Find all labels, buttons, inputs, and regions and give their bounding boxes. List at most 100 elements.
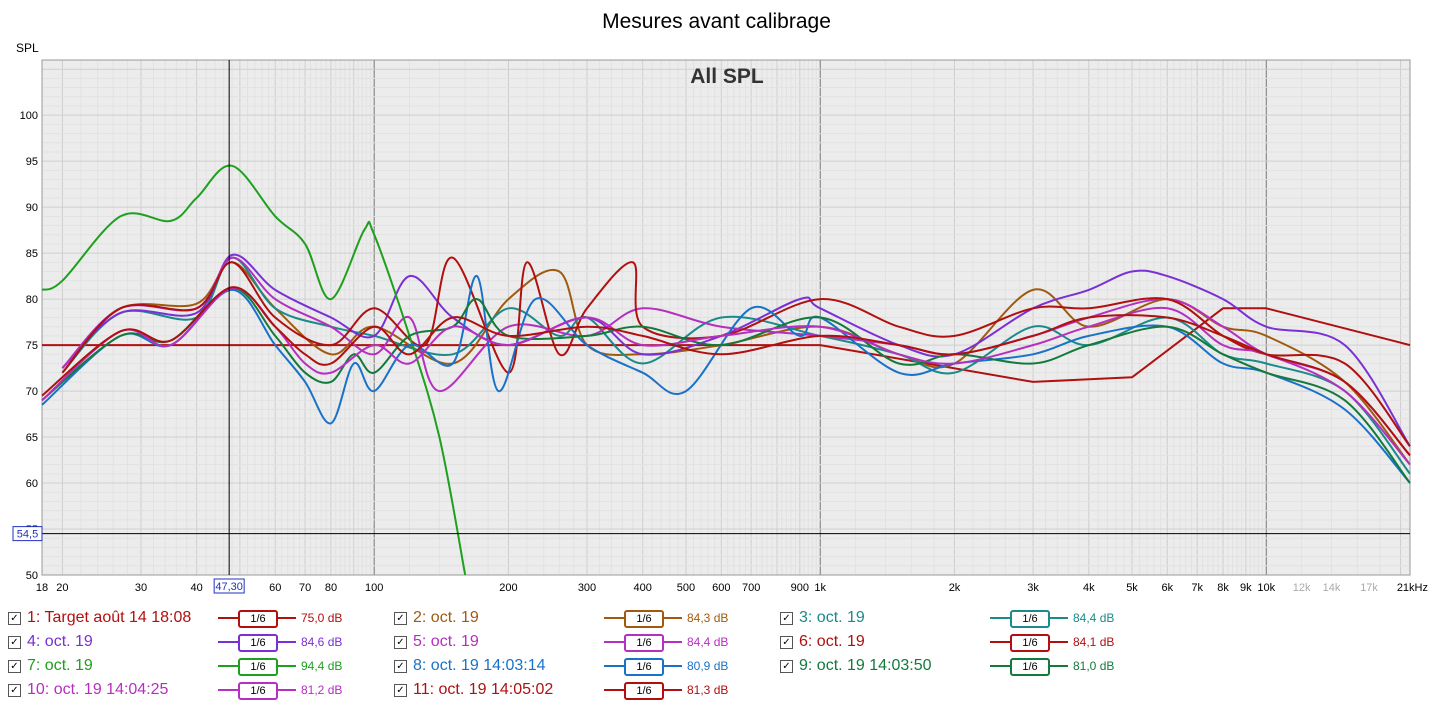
legend-smoothing-label: 1/6 [1010,634,1050,652]
legend-checkbox[interactable]: ✓ [394,611,407,625]
x-tick-label: 600 [712,582,730,594]
legend-smoothing-button[interactable]: 1/6 [990,608,1068,628]
legend-item-7[interactable]: ✓ 7: oct. 19 [8,656,93,676]
x-tick-label: 8k [1217,582,1229,594]
x-tick-label: 10k [1257,582,1275,594]
tick-labels: 5055606570758085909510018203040607080100… [20,110,1428,594]
legend-series-name: 6: oct. 19 [799,633,865,650]
series-line-9 [41,287,1411,484]
x-tick-label: 6k [1162,582,1174,594]
x-tick-label: 700 [742,582,760,594]
legend-item-10[interactable]: ✓ 10: oct. 19 14:04:25 [8,680,168,700]
x-tick-label: 20 [56,582,68,594]
x-tick-label: 18 [36,582,48,594]
legend-item-2[interactable]: ✓ 2: oct. 19 [394,608,479,628]
y-axis-label: SPL [16,41,39,55]
series-line-1 [42,307,1411,383]
cursor-x-label: 47,30 [215,581,243,593]
legend-smoothing-label: 1/6 [624,658,664,676]
y-tick-label: 80 [26,294,38,306]
legend-item-11[interactable]: ✓ 11: oct. 19 14:05:02 [394,680,553,700]
legend-smoothing-button[interactable]: 1/6 [218,632,296,652]
y-tick-label: 50 [26,570,38,582]
legend-value: 75,0 dB [301,611,343,625]
legend-smoothing-button[interactable]: 1/6 [604,680,682,700]
y-tick-label: 65 [26,432,38,444]
legend-smoothing-button[interactable]: 1/6 [604,608,682,628]
legend-smoothing-label: 1/6 [238,610,278,628]
legend-checkbox[interactable]: ✓ [780,659,793,673]
legend-value: 84,1 dB [1073,635,1115,649]
measurement-chart[interactable]: SPL All SPL 5055606570758085909510018203… [0,0,1433,604]
legend-smoothing-button[interactable]: 1/6 [604,632,682,652]
series-lines [41,164,1411,576]
legend-smoothing-label: 1/6 [624,634,664,652]
x-tick-label: 7k [1191,582,1203,594]
x-tick-label: 70 [299,582,311,594]
legend-value: 80,9 dB [687,659,729,673]
legend-item-8[interactable]: ✓ 8: oct. 19 14:03:14 [394,656,546,676]
series-line-7 [41,164,467,576]
legend-item-1[interactable]: ✓ 1: Target août 14 18:08 [8,608,191,628]
legend-series-name: 2: oct. 19 [413,609,479,626]
x-tick-label: 17k [1360,582,1378,594]
legend-series-name: 11: oct. 19 14:05:02 [413,681,554,698]
legend-value: 81,3 dB [687,683,729,697]
legend-smoothing-label: 1/6 [624,610,664,628]
legend-checkbox[interactable]: ✓ [8,635,21,649]
legend-series-name: 3: oct. 19 [799,609,865,626]
legend-value: 84,3 dB [687,611,729,625]
x-tick-label: 4k [1083,582,1095,594]
legend-checkbox[interactable]: ✓ [780,611,793,625]
legend-smoothing-button[interactable]: 1/6 [218,656,296,676]
x-tick-label: 300 [578,582,596,594]
y-tick-label: 95 [26,156,38,168]
legend-series-name: 8: oct. 19 14:03:14 [413,657,546,674]
legend-series-name: 10: oct. 19 14:04:25 [27,681,169,698]
x-tick-label: 21kHz [1397,582,1428,594]
legend-checkbox[interactable]: ✓ [780,635,793,649]
legend-item-3[interactable]: ✓ 3: oct. 19 [780,608,865,628]
x-tick-label: 1k [814,582,826,594]
legend-smoothing-label: 1/6 [238,682,278,700]
chart-subtitle: All SPL [690,65,764,88]
legend-item-4[interactable]: ✓ 4: oct. 19 [8,632,93,652]
legend-value: 84,4 dB [687,635,729,649]
legend-smoothing-button[interactable]: 1/6 [218,608,296,628]
x-tick-label: 500 [677,582,695,594]
x-tick-label: 3k [1027,582,1039,594]
legend-item-5[interactable]: ✓ 5: oct. 19 [394,632,479,652]
legend-checkbox[interactable]: ✓ [394,659,407,673]
legend-checkbox[interactable]: ✓ [8,683,21,697]
legend-checkbox[interactable]: ✓ [8,659,21,673]
chart-title: Mesures avant calibrage [602,10,831,33]
legend-smoothing-button[interactable]: 1/6 [990,656,1068,676]
legend-smoothing-button[interactable]: 1/6 [604,656,682,676]
x-tick-label: 40 [191,582,203,594]
x-tick-label: 200 [499,582,517,594]
legend-item-6[interactable]: ✓ 6: oct. 19 [780,632,865,652]
cursor[interactable]: 47,30 54,5 [12,60,1410,594]
x-tick-label: 12k [1293,582,1311,594]
legend-series-name: 9: oct. 19 14:03:50 [799,657,932,674]
legend-smoothing-label: 1/6 [1010,658,1050,676]
legend-checkbox[interactable]: ✓ [394,635,407,649]
x-tick-label: 9k [1240,582,1252,594]
legend-checkbox[interactable]: ✓ [8,611,21,625]
legend-smoothing-button[interactable]: 1/6 [218,680,296,700]
x-tick-label: 2k [949,582,961,594]
x-tick-label: 100 [365,582,383,594]
legend-smoothing-label: 1/6 [238,658,278,676]
y-tick-label: 60 [26,478,38,490]
legend-smoothing-label: 1/6 [1010,610,1050,628]
series-line-6 [61,256,1411,447]
legend-checkbox[interactable]: ✓ [394,683,407,697]
series-line-11 [41,286,1411,457]
series-line-5 [61,256,1411,457]
legend-series-name: 5: oct. 19 [413,633,479,650]
legend-smoothing-label: 1/6 [624,682,664,700]
legend-smoothing-label: 1/6 [238,634,278,652]
legend-item-9[interactable]: ✓ 9: oct. 19 14:03:50 [780,656,932,676]
legend-smoothing-button[interactable]: 1/6 [990,632,1068,652]
legend-series-name: 1: Target août 14 18:08 [27,609,192,626]
